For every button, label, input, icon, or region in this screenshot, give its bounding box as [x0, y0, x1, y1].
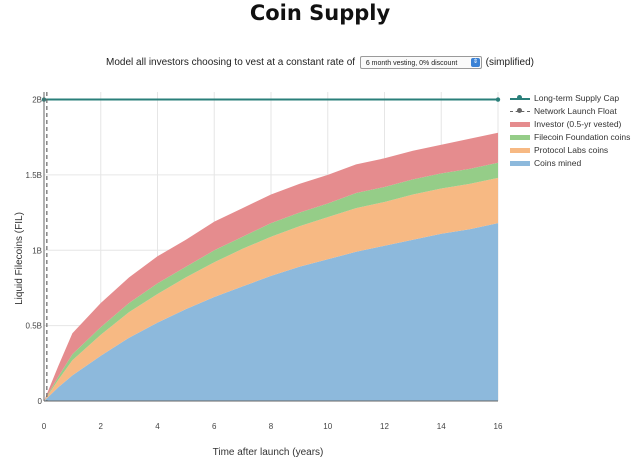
vesting-controls: Model all investors choosing to vest at …	[0, 56, 640, 70]
chevron-updown-icon[interactable]: ⇕	[470, 58, 480, 67]
legend-label: Network Launch Float	[534, 106, 617, 116]
x-tick-label: 10	[323, 422, 332, 431]
legend-label: Protocol Labs coins	[534, 145, 609, 155]
legend-label: Long-term Supply Cap	[534, 93, 620, 103]
legend-item[interactable]: Protocol Labs coins	[508, 144, 630, 157]
legend-label: Filecoin Foundation coins	[534, 132, 631, 142]
vesting-select-value: 6 month vesting, 0% discount	[365, 60, 458, 67]
legend-item[interactable]: Long-term Supply Cap	[508, 92, 630, 105]
x-tick-label: 8	[269, 422, 274, 431]
y-tick-label: 0.5B	[26, 322, 42, 331]
y-tick-label: 1B	[32, 246, 42, 255]
area-series-3	[44, 132, 498, 401]
legend-marker-dot	[517, 95, 522, 100]
chart-title: Coin Supply	[249, 1, 391, 25]
vesting-select[interactable]: 6 month vesting, 0% discount ⇕	[359, 56, 482, 69]
y-tick-label: 1.5B	[26, 171, 42, 180]
x-axis-title: Time after launch (years)	[213, 447, 324, 457]
legend-color-swatch	[510, 135, 530, 140]
ref-marker-end	[495, 97, 501, 102]
legend-color-swatch	[510, 148, 530, 153]
legend-item[interactable]: Coins mined	[508, 157, 630, 170]
controls-suffix: (simplified)	[485, 57, 534, 69]
legend-color-swatch	[510, 161, 530, 166]
y-axis-title: Liquid Filecoins (FIL)	[14, 212, 25, 305]
legend-item[interactable]: Filecoin Foundation coins	[508, 131, 630, 144]
x-tick-label: 16	[494, 422, 503, 431]
x-tick-label: 14	[437, 422, 446, 431]
chart-legend: Long-term Supply Cap Network Launch Float…	[508, 92, 630, 170]
y-tick-label: 0	[38, 397, 43, 406]
legend-marker-dot	[517, 108, 522, 113]
controls-prefix: Model all investors choosing to vest at …	[106, 57, 356, 69]
legend-color-swatch	[510, 122, 530, 127]
x-tick-label: 4	[155, 422, 160, 431]
area-series-0	[44, 223, 498, 401]
x-tick-label: 0	[42, 422, 47, 431]
legend-item[interactable]: Investor (0.5-yr vested)	[508, 118, 630, 131]
legend-label: Coins mined	[534, 158, 582, 168]
x-tick-label: 2	[99, 422, 104, 431]
area-series-1	[44, 177, 498, 401]
y-tick-label: 2B	[32, 96, 42, 105]
legend-label: Investor (0.5-yr vested)	[534, 119, 622, 129]
x-tick-label: 6	[212, 422, 217, 431]
x-tick-label: 12	[380, 422, 389, 431]
area-series-2	[44, 162, 498, 401]
legend-item[interactable]: Network Launch Float	[508, 105, 630, 118]
